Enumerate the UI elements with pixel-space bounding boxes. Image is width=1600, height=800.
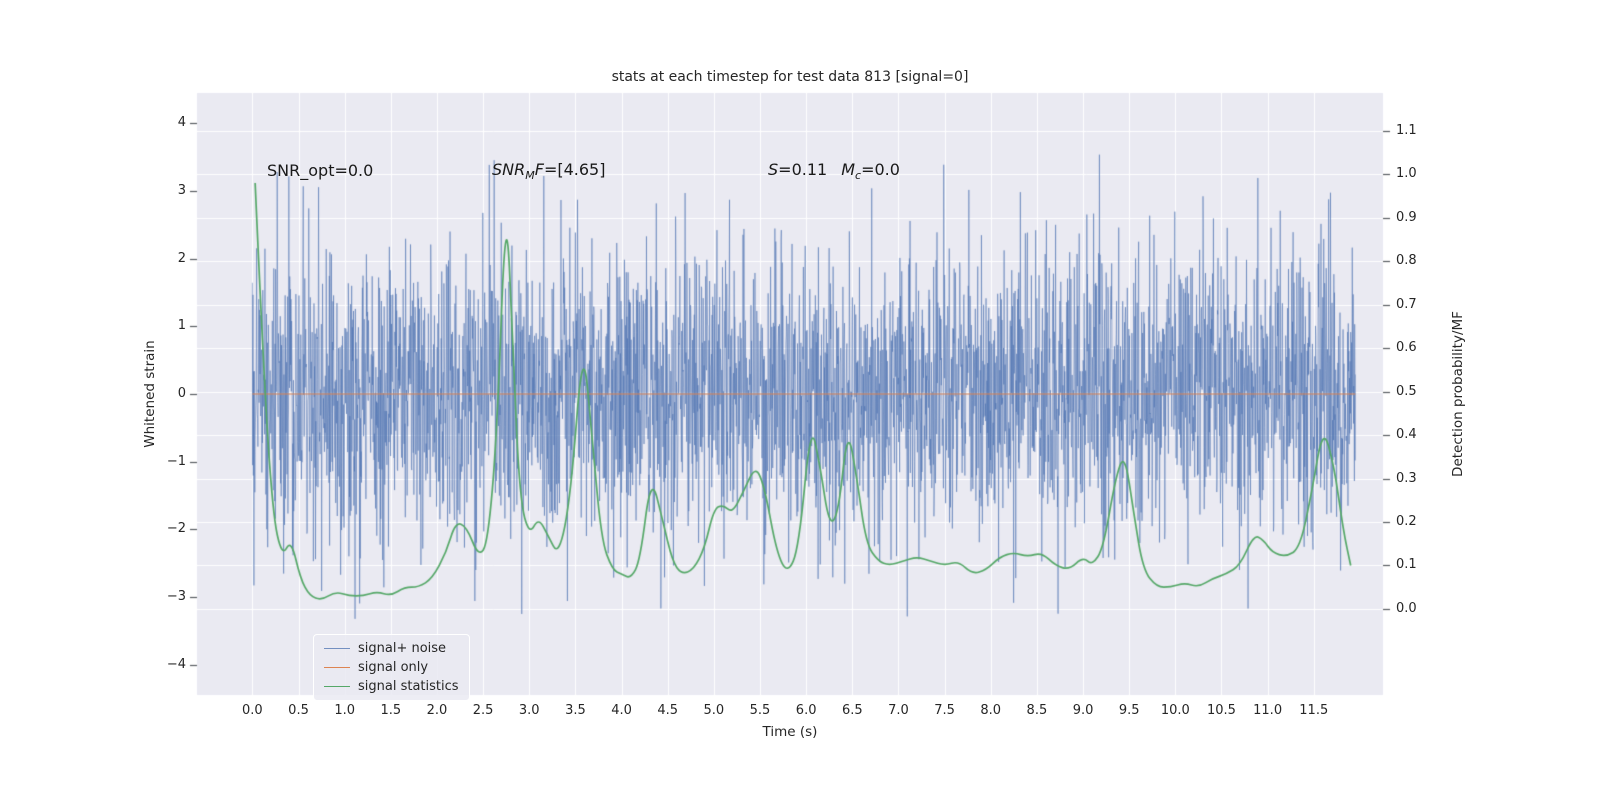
x-tick-label: 2.5 [472,703,494,718]
y-left-tick-label: 4 [177,115,186,131]
x-tick-label: 0.5 [288,703,309,718]
x-axis-label: Time (s) [762,724,818,740]
x-tick-label: 7.5 [934,703,955,718]
x-tick-label: 9.0 [1072,703,1094,718]
y-right-tick-label: 0.0 [1396,600,1417,616]
annotation-snr-mf: SNRMF=[4.65] [492,160,605,182]
legend-label-signal-statistics: signal statistics [358,679,459,694]
x-tick-label: 9.5 [1118,703,1140,718]
mc-value: =0.0 [861,160,900,179]
x-tick-label: 5.5 [749,703,771,718]
x-tick-label: 11.5 [1299,703,1329,718]
legend-line-signal-statistics-swatch [324,686,350,687]
y-left-tick-label: 2 [177,250,186,266]
mc-subscript: c [855,169,862,183]
y-right-tick-label: 0.3 [1396,470,1417,486]
annotation-snr-opt: SNR_opt=0.0 [267,161,373,180]
snr-mf-mid: F [534,160,544,179]
y-left-tick-label: −4 [166,656,186,672]
y-right-tick-label: 1.0 [1396,166,1417,182]
x-tick-label: 1.0 [334,703,356,718]
snr-opt-text: SNR_opt=0.0 [267,161,374,180]
x-tick-label: 2.0 [426,703,448,718]
y-left-tick-label: 3 [177,183,186,199]
x-tick-label: 1.5 [380,703,402,718]
x-tick-label: 8.0 [980,703,1002,718]
snr-mf-prefix: SNR [492,160,526,179]
x-tick-label: 3.0 [518,703,540,718]
legend: signal+ noise signal only signal statist… [313,634,470,701]
x-tick-label: 7.0 [888,703,909,718]
legend-item-signal-only: signal only [324,660,459,675]
y-right-tick-label: 0.1 [1396,557,1417,573]
y-right-tick-label: 0.5 [1396,383,1417,399]
legend-item-signal-statistics: signal statistics [324,679,459,694]
legend-line-signal-only-swatch [324,667,350,668]
snr-mf-subscript: M [525,169,535,183]
x-tick-label: 4.5 [657,703,679,718]
x-tick-label: 11.0 [1253,703,1283,718]
x-tick-label: 5.0 [703,703,725,718]
y-axis-label-right: Detection probability/MF [1450,311,1466,477]
legend-line-signal-noise-swatch [324,648,350,649]
mc-symbol: M [841,160,855,179]
x-tick-label: 10.0 [1160,703,1190,718]
y-left-tick-label: −3 [166,588,186,604]
legend-label-signal-only: signal only [358,660,429,675]
y-right-tick-label: 1.1 [1396,122,1417,138]
legend-label-signal-noise: signal+ noise [358,641,447,656]
snr-mf-value: =[4.65] [543,160,606,179]
legend-item-signal-noise: signal+ noise [324,641,459,656]
x-tick-label: 10.5 [1206,703,1236,718]
x-tick-label: 6.0 [795,703,817,718]
y-right-tick-label: 0.7 [1396,296,1417,312]
y-left-tick-label: 0 [177,386,186,401]
chart-title: stats at each timestep for test data 813… [611,69,969,85]
x-tick-label: 0.0 [242,703,263,718]
y-right-tick-label: 0.2 [1396,514,1417,529]
y-right-tick-label: 0.9 [1396,209,1417,225]
x-tick-label: 4.0 [611,703,632,718]
y-left-tick-label: 1 [177,318,186,334]
x-tick-label: 3.5 [565,703,586,718]
y-right-tick-label: 0.6 [1396,340,1417,356]
y-left-tick-label: −2 [166,521,186,537]
y-right-tick-label: 0.4 [1396,427,1417,443]
s-stat-value: =0.11 [778,160,828,179]
s-stat-symbol: S [768,160,779,179]
y-left-tick-label: −1 [166,453,186,469]
x-tick-label: 6.5 [841,703,863,718]
annotation-stats: S=0.11 Mc=0.0 [768,160,900,182]
x-tick-label: 8.5 [1026,703,1048,718]
y-right-tick-label: 0.8 [1396,253,1417,269]
